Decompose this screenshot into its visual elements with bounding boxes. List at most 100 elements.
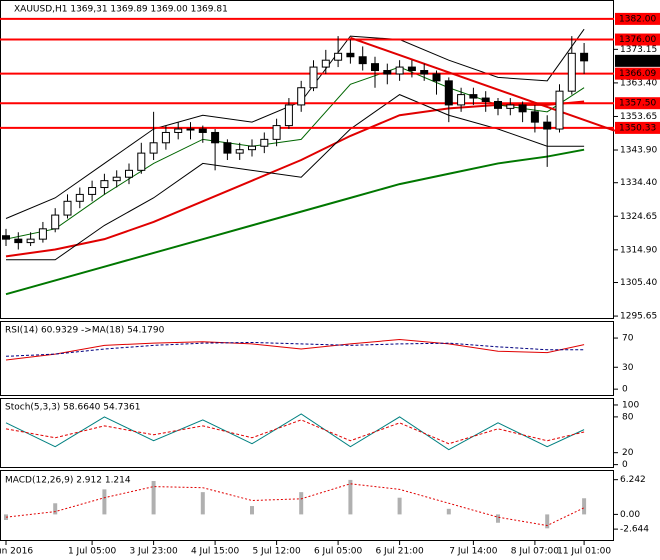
macd-panel [0,470,614,541]
level-tag [615,97,660,110]
candle-body [432,73,441,82]
candle-body [38,228,47,240]
stoch-line [5,413,585,451]
candle-body [149,142,158,154]
level-tag [615,33,660,46]
level-label: 1366.09 [619,69,656,79]
x-tick-label: 3 Jul 23:00 [129,547,178,557]
y-tick-label: 1305.40 [620,278,657,288]
x-tick-label: 4 Jul 15:00 [191,547,240,557]
candle-body [260,138,269,147]
level-tag [615,121,660,134]
candle-body [506,104,515,109]
x-tick-label: 30 Jun 2016 [0,547,33,557]
x-tick-label: 7 Jul 14:00 [449,547,498,557]
x-tick-label: 8 Jul 07:00 [511,547,560,557]
macd-bar [299,492,304,515]
candle-body [26,238,35,244]
candle-body [457,94,466,106]
y-tick-label: 1363.40 [620,78,657,88]
y-tick-label: 0 [622,460,628,470]
macd-bar [151,481,156,515]
candle-body [334,52,343,61]
candle-body [88,187,97,195]
macd-bar [496,514,500,523]
level-label: 1350.33 [619,123,656,133]
candle-body [321,59,330,68]
y-tick-label: 80 [622,412,634,422]
level-tag [615,67,660,80]
y-tick-label: 1373.15 [620,45,657,55]
y-tick-label: 6.242 [620,475,646,485]
macd-bar [250,506,254,515]
macd-bar [545,514,550,529]
y-tick-label: 1334.40 [620,178,657,188]
candle-body [186,128,195,131]
overlay-line [5,148,585,296]
macd-bar [102,489,107,515]
candle-body [272,125,281,140]
y-tick-label: 1343.90 [620,146,657,156]
level-label: 1357.50 [619,99,656,109]
price-panel [0,0,614,319]
candle-body [100,180,109,189]
macd-bar [397,497,402,515]
rsi-panel [0,321,614,396]
candle-body [530,111,539,123]
candle-body [555,90,564,130]
candle-body [543,121,552,130]
macd-bar [53,503,58,515]
candle-body [63,200,72,216]
candle-body [248,145,256,151]
y-tick-label: 0 [622,385,628,395]
candle-body [346,52,355,58]
candle-body [469,94,478,99]
candle-body [358,56,367,65]
candle-body [51,214,60,230]
x-tick-label: 6 Jul 05:00 [314,547,363,557]
candle-body [223,142,232,154]
y-tick-label: 70 [622,334,634,344]
stoch-panel [0,398,614,468]
x-tick-label: 6 Jul 21:00 [375,547,424,557]
last-price-label: 1369.81 [619,56,656,66]
rsi-line [5,341,585,357]
candle-body [75,193,84,202]
y-tick-label: 1295.65 [620,312,657,322]
rsi-title: RSI(14) 60.9329 ->MA(18) 54.1790 [5,326,165,336]
candle-body [518,104,527,113]
y-tick-label: 1324.65 [620,212,657,222]
candle-body [494,100,502,109]
candle-body [174,128,183,133]
candle-body [2,235,10,240]
candle-body [567,52,576,92]
macd-bar [446,508,451,515]
stoch-title: Stoch(5,3,3) 58.6640 54.7361 [5,403,140,413]
candle-body [371,63,379,72]
trendline [350,36,616,132]
y-tick-label: 1314.90 [620,245,657,255]
y-tick-label: 20 [622,448,634,458]
level-label: 1376.00 [619,35,656,45]
candle-body [112,176,121,182]
candle-body [211,131,220,144]
macd-bar [582,498,587,515]
x-tick-label: 11 Jul 01:00 [557,547,611,557]
rsi-line [5,339,585,361]
stoch-line [5,419,585,445]
macd-bar [348,479,353,515]
candle-body [407,66,416,72]
level-tag [615,12,660,25]
candle-body [444,80,453,106]
level-label: 1382.00 [619,14,656,24]
candle-body [395,66,404,75]
y-tick-label: 100 [622,400,639,410]
candle-body [580,52,589,62]
x-tick-label: 5 Jul 12:00 [252,547,301,557]
candle-body [309,66,318,89]
candle-body [137,152,146,171]
y-tick-label: 0.00 [620,510,640,520]
macd-signal [5,483,585,527]
x-tick-label: 1 Jul 05:00 [68,547,117,557]
